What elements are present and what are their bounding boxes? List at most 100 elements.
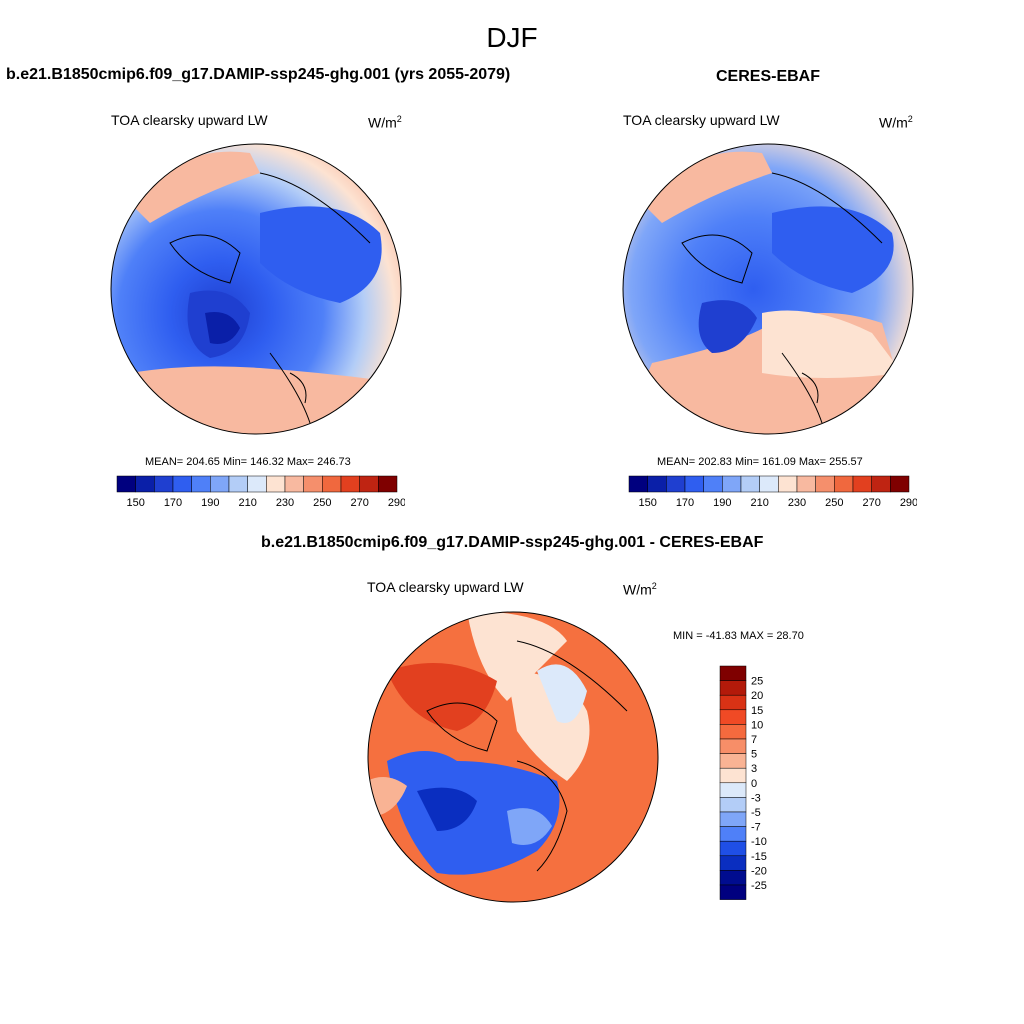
colorbar-box <box>719 870 747 886</box>
colorbar-box <box>647 475 667 493</box>
colorbar-box <box>247 475 267 493</box>
colorbar-box <box>191 475 211 493</box>
panel-3-variable: TOA clearsky upward LW <box>367 579 524 595</box>
colorbar-tick-label: 170 <box>676 497 694 509</box>
panel-2-title: CERES-EBAF <box>716 68 821 85</box>
colorbar-tick-label: -7 <box>751 822 761 834</box>
panel-1-coastline <box>269 352 311 424</box>
colorbar-box <box>719 767 747 784</box>
colorbar-tick-label: 190 <box>201 497 219 509</box>
colorbar-box <box>703 475 723 493</box>
colorbar-box <box>628 475 648 493</box>
colorbar-box <box>852 475 872 493</box>
colorbar-tick-label: 270 <box>350 497 368 509</box>
colorbar-box <box>815 475 835 493</box>
colorbar-box <box>719 884 747 900</box>
panel-1-variable: TOA clearsky upward LW <box>111 112 268 128</box>
colorbar-box <box>154 475 174 493</box>
colorbar-tick-label: 270 <box>862 497 880 509</box>
colorbar-tick-label: 150 <box>126 497 144 509</box>
colorbar-tick-label: 25 <box>751 676 763 688</box>
colorbar-box <box>719 797 747 813</box>
panel-1-units: W/m2 <box>368 114 402 131</box>
panel-2-polar-map <box>622 143 914 435</box>
colorbar-box <box>340 475 360 493</box>
colorbar-box <box>719 811 747 827</box>
colorbar-box <box>719 840 747 857</box>
panel-1-colorbar: 150 170 190 210 230 250 270 290 <box>116 475 405 509</box>
colorbar-box <box>666 475 686 493</box>
colorbar-tick-label: 210 <box>238 497 256 509</box>
panel-3-coastline <box>516 760 568 872</box>
colorbar-box <box>719 724 747 740</box>
panel-1-coastline <box>169 234 241 284</box>
panel-1-region <box>260 206 382 303</box>
colorbar-box <box>116 475 136 493</box>
colorbar-tick-label: 250 <box>825 497 843 509</box>
panel-2-region <box>642 151 772 223</box>
panel-3-polar-map <box>367 611 659 903</box>
colorbar-tick-label: -25 <box>751 880 767 892</box>
panel-2-coastline <box>781 352 823 424</box>
panel-3-region <box>387 663 497 731</box>
colorbar-box <box>719 753 747 769</box>
colorbar-box <box>359 475 379 493</box>
colorbar-tick-label: 230 <box>788 497 806 509</box>
colorbar-box <box>135 475 155 493</box>
colorbar-tick-label: 5 <box>751 749 757 761</box>
colorbar-box <box>719 665 747 681</box>
panel-1-title: b.e21.B1850cmip6.f09_g17.DAMIP-ssp245-gh… <box>6 66 511 83</box>
panel-2-coastline <box>771 172 883 244</box>
colorbar-tick-label: 10 <box>751 719 763 731</box>
colorbar-tick-label: 15 <box>751 705 763 717</box>
panel-2-region <box>698 300 757 353</box>
panel-3-region <box>507 808 552 845</box>
panel-2-region <box>762 310 902 378</box>
colorbar-box <box>719 694 747 711</box>
colorbar-tick-label: 3 <box>751 763 757 775</box>
panel-2-colorbar: 150 170 190 210 230 250 270 290 <box>628 475 917 509</box>
colorbar-tick-label: 0 <box>751 778 757 790</box>
colorbar-box <box>871 475 891 493</box>
colorbar-tick-label: -20 <box>751 865 767 877</box>
colorbar-tick-label: -10 <box>751 836 767 848</box>
colorbar-tick-label: -5 <box>751 807 761 819</box>
figure-title: DJF <box>486 22 538 53</box>
panel-2-units: W/m2 <box>879 114 913 131</box>
panel-3-coastline <box>516 640 628 712</box>
panel-1-stats: MEAN= 204.65 Min= 146.32 Max= 246.73 <box>145 456 351 468</box>
colorbar-box <box>759 475 779 493</box>
colorbar-box <box>684 475 704 493</box>
panel-2-variable: TOA clearsky upward LW <box>623 112 780 128</box>
panel-3-stats: MIN = -41.83 MAX = 28.70 <box>673 630 804 642</box>
colorbar-tick-label: 290 <box>388 497 405 509</box>
colorbar-box <box>719 680 747 696</box>
colorbar-tick-label: 250 <box>313 497 331 509</box>
colorbar-tick-label: 20 <box>751 690 763 702</box>
panel-1-region <box>130 151 260 223</box>
colorbar-box <box>778 475 798 493</box>
panel-2-stats: MEAN= 202.83 Min= 161.09 Max= 255.57 <box>657 456 863 468</box>
colorbar-box <box>303 475 323 493</box>
colorbar-box <box>890 475 910 493</box>
colorbar-box <box>834 475 854 493</box>
panel-1-region <box>205 312 240 344</box>
colorbar-box <box>228 475 248 493</box>
colorbar-box <box>266 475 286 493</box>
colorbar-box <box>740 475 760 493</box>
panel-2-region <box>772 206 894 293</box>
panel-1-coastline <box>259 172 371 244</box>
colorbar-box <box>796 475 816 493</box>
colorbar-box <box>719 826 747 842</box>
panel-1-polar-map <box>110 143 402 435</box>
colorbar-tick-label: 190 <box>713 497 731 509</box>
colorbar-box <box>719 782 747 798</box>
colorbar-box <box>322 475 342 493</box>
panel-3-coastline <box>426 702 498 752</box>
colorbar-tick-label: 210 <box>750 497 768 509</box>
colorbar-tick-label: 7 <box>751 734 757 746</box>
panel-3-region <box>417 787 477 831</box>
panel-3-title: b.e21.B1850cmip6.f09_g17.DAMIP-ssp245-gh… <box>261 534 764 551</box>
colorbar-box <box>284 475 304 493</box>
colorbar-box <box>719 738 747 754</box>
